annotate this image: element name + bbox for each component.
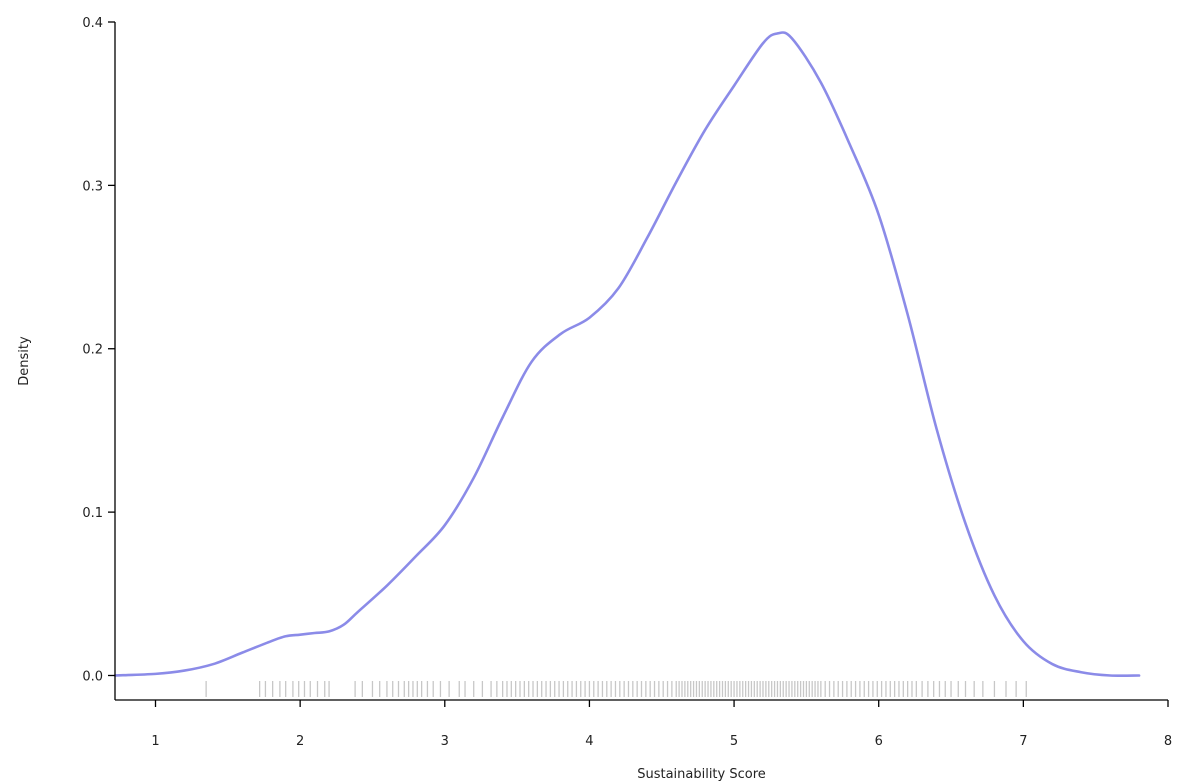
x-axis-ticks: 1 2 3 4 5 6 7 8 bbox=[151, 700, 1172, 749]
y-tick-label: 0.4 bbox=[82, 16, 103, 31]
x-tick-label: 8 bbox=[1164, 734, 1172, 749]
x-tick-label: 7 bbox=[1019, 734, 1027, 749]
x-axis-title: Sustainability Score bbox=[637, 767, 766, 782]
x-tick-label: 1 bbox=[151, 734, 159, 749]
x-tick-label: 5 bbox=[730, 734, 738, 749]
y-tick-label: 0.3 bbox=[82, 179, 103, 194]
x-tick-label: 2 bbox=[296, 734, 304, 749]
x-tick-label: 4 bbox=[585, 734, 593, 749]
x-tick-label: 6 bbox=[875, 734, 883, 749]
x-tick-label: 3 bbox=[441, 734, 449, 749]
y-axis-title: Density bbox=[17, 336, 32, 386]
density-curve bbox=[113, 31, 1141, 678]
y-tick-label: 0.0 bbox=[82, 669, 103, 684]
y-tick-label: 0.1 bbox=[82, 506, 103, 521]
y-tick-label: 0.2 bbox=[82, 343, 103, 358]
y-axis-ticks: 0.0 0.1 0.2 0.3 0.4 bbox=[82, 16, 115, 684]
rug-marks bbox=[205, 681, 1027, 697]
